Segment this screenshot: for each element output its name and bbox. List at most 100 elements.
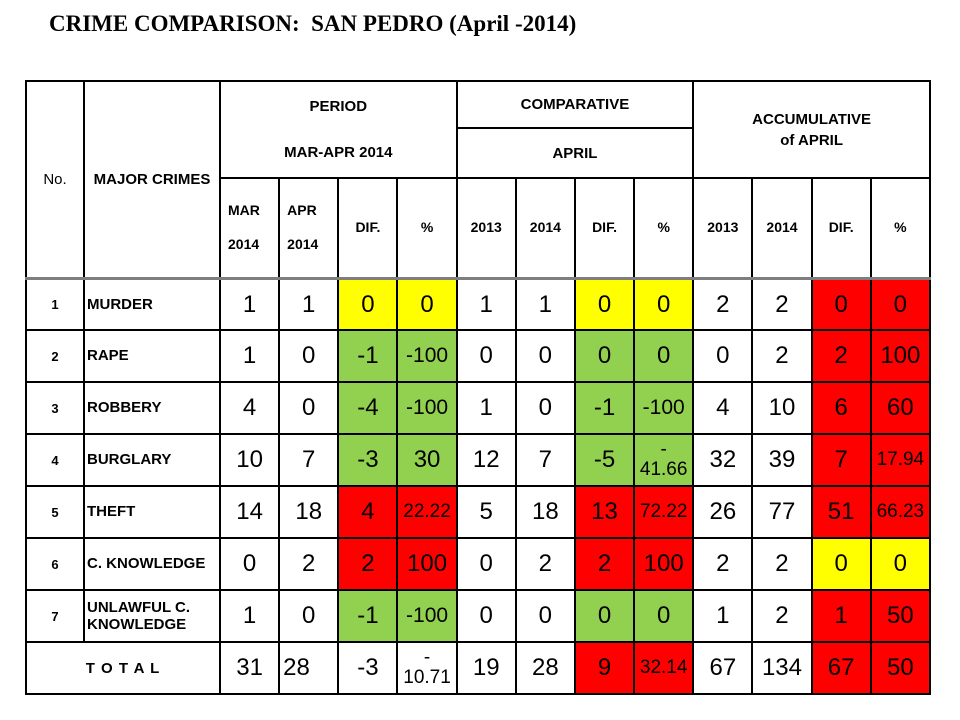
cell-period-pct: 30 (396, 433, 458, 487)
cell-comparative-2014: 7 (514, 433, 576, 487)
cell-accumulative-dif: 0 (810, 276, 872, 331)
cell-period-mar-2014: 0 (218, 537, 281, 591)
col-header-accumulative-2013: 2013 (692, 177, 754, 280)
cell-comparative-dif: 0 (573, 589, 636, 643)
cell-accumulative-dif: 67 (810, 641, 872, 695)
cell-comparative-2013: 0 (455, 537, 517, 591)
col-header-comparative-pct: % (633, 177, 695, 280)
cell-accumulative-2014: 2 (751, 276, 813, 331)
col-header-no: No. (25, 80, 85, 279)
cell-period-dif: 2 (337, 537, 399, 591)
cell-period-mar-2014: 14 (218, 485, 281, 539)
cell-accumulative-2013: 26 (692, 485, 754, 539)
table-row: 1 MURDER 1 1 0 0 1 1 0 0 2 2 0 0 (25, 276, 932, 331)
cell-comparative-pct: 0 (633, 329, 695, 383)
cell-period-apr-2014: 7 (278, 433, 340, 487)
cell-accumulative-dif: 7 (810, 433, 872, 487)
cell-accumulative-2013: 1 (692, 589, 754, 643)
cell-comparative-pct: 32.14 (633, 641, 695, 695)
cell-comparative-2014: 0 (514, 381, 576, 435)
crime-name: C. KNOWLEDGE (83, 537, 221, 591)
cell-period-apr-2014: 0 (278, 329, 340, 383)
cell-accumulative-2013: 2 (692, 537, 754, 591)
cell-accumulative-2014: 2 (751, 537, 813, 591)
cell-period-apr-2014: 2 (278, 537, 340, 591)
cell-period-pct: -100 (396, 381, 458, 435)
cell-comparative-pct: - 41.66 (633, 433, 695, 487)
cell-accumulative-2014: 2 (751, 329, 813, 383)
col-group-comparative: COMPARATIVE (455, 80, 695, 129)
row-number: 2 (25, 329, 85, 383)
table-row: 6 C. KNOWLEDGE 0 2 2 100 0 2 2 100 2 2 0 0 (25, 537, 932, 591)
crime-name: ROBBERY (83, 381, 221, 435)
col-header-accumulative-pct: % (869, 177, 932, 280)
cell-accumulative-2013: 4 (692, 381, 754, 435)
period-group-labels: PERIOD MAR-APR 2014 (222, 84, 455, 176)
cell-period-mar-2014: 31 (218, 641, 281, 695)
table-row: 4 BURGLARY 10 7 -3 30 12 7 -5- 41.66 32 39 7 17.94 (25, 433, 932, 487)
cell-comparative-dif: 2 (573, 537, 636, 591)
cell-accumulative-dif: 1 (810, 589, 872, 643)
cell-period-dif: -1 (337, 589, 399, 643)
cell-comparative-dif: 0 (573, 276, 636, 331)
cell-period-apr-2014: 18 (278, 485, 340, 539)
crime-name: THEFT (83, 485, 221, 539)
cell-accumulative-2014: 134 (751, 641, 813, 695)
cell-period-mar-2014: 4 (218, 381, 281, 435)
cell-period-dif: -3 (337, 641, 399, 695)
cell-comparative-dif: -5 (573, 433, 636, 487)
cell-comparative-2013: 5 (455, 485, 517, 539)
cell-accumulative-pct: 50 (869, 641, 932, 695)
header-row-columns: MAR 2014 APR 2014 DIF.% 2013 2014 DIF.% 2013 20… (26, 177, 932, 280)
table-header: No. MAJOR CRIMES PERIOD MAR-APR 2014 COM… (25, 80, 932, 280)
col-group-accumulative: ACCUMULATIVE of APRIL (692, 80, 931, 179)
cell-comparative-2014: 1 (514, 276, 576, 331)
cell-period-dif: 4 (337, 485, 399, 539)
col-header-accumulative-2014: 2014 (751, 177, 813, 280)
header-row-groups: No. MAJOR CRIMES PERIOD MAR-APR 2014 COM… (25, 80, 931, 279)
cell-comparative-pct: 0 (633, 276, 695, 331)
total-label: T O T A L (25, 641, 221, 695)
cell-accumulative-2014: 10 (751, 381, 813, 435)
cell-period-dif: 0 (337, 276, 399, 331)
cell-period-mar-2014: 1 (218, 329, 281, 383)
crime-comparison-table: No. MAJOR CRIMES PERIOD MAR-APR 2014 COM… (25, 80, 932, 695)
table-row: 3 ROBBERY 4 0 -4 -100 1 0 -1 -100 4 10 6 60 (25, 381, 932, 435)
cell-comparative-dif: 13 (573, 485, 636, 539)
cell-period-dif: -3 (337, 433, 399, 487)
cell-comparative-dif: -1 (573, 381, 636, 435)
row-number: 5 (25, 485, 85, 539)
col-header-comparative-2013: 2013 (455, 177, 517, 280)
table-row: 2 RAPE 1 0 -1 -100 0 0 0 0 0 2 2 100 (25, 329, 932, 383)
cell-accumulative-2013: 67 (692, 641, 754, 695)
page-title: CRIME COMPARISON: SAN PEDRO (April -2014… (49, 11, 577, 36)
cell-period-mar-2014: 1 (218, 276, 281, 331)
cell-accumulative-2013: 2 (692, 276, 754, 331)
table-body: 1 MURDER 1 1 0 0 1 1 0 0 2 2 0 0 2 RAPE 1 0 -1 -100 0 0 0 0 0 2 2 1… (25, 276, 932, 695)
cell-accumulative-pct: 60 (869, 381, 932, 435)
period-label: PERIOD (309, 98, 368, 115)
cell-comparative-2013: 1 (455, 381, 517, 435)
cell-period-pct: 0 (396, 276, 458, 331)
cell-accumulative-dif: 0 (810, 537, 872, 591)
cell-period-apr-2014: 1 (278, 276, 340, 331)
col-group-april: APRIL (455, 127, 695, 179)
total-row: T O T A L 31 28 -3- 10.71 19 28 9 32.14 67 134 67 5… (25, 641, 932, 695)
cell-period-mar-2014: 10 (218, 433, 281, 487)
cell-period-pct: 22.22 (396, 485, 458, 539)
cell-accumulative-pct: 0 (869, 276, 932, 331)
cell-accumulative-2013: 0 (692, 329, 754, 383)
cell-accumulative-dif: 2 (810, 329, 872, 383)
cell-comparative-pct: -100 (633, 381, 695, 435)
cell-comparative-2014: 0 (514, 329, 576, 383)
cell-period-apr-2014: 0 (278, 381, 340, 435)
cell-period-pct: -100 (396, 329, 458, 383)
cell-accumulative-dif: 51 (810, 485, 872, 539)
cell-period-pct: 100 (396, 537, 458, 591)
cell-comparative-2014: 2 (514, 537, 576, 591)
cell-accumulative-pct: 66.23 (869, 485, 932, 539)
crime-name: UNLAWFUL C. KNOWLEDGE (83, 589, 221, 643)
cell-comparative-pct: 72.22 (633, 485, 695, 539)
cell-period-apr-2014: 28 (278, 641, 340, 695)
